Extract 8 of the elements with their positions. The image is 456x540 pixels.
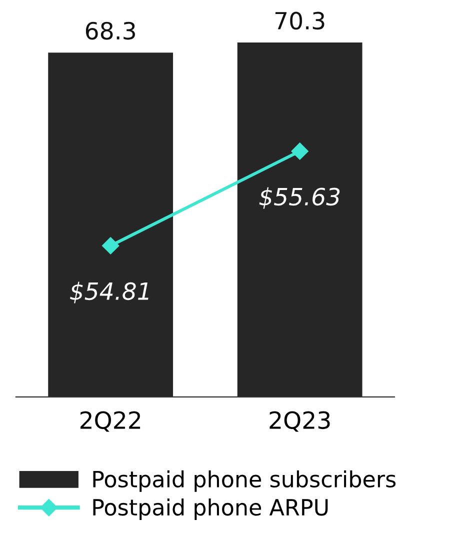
legend-label: Postpaid phone ARPU xyxy=(93,498,328,520)
data-label: $54.81 xyxy=(70,282,148,304)
data-label: 68.3 xyxy=(86,22,135,40)
legend-label: Postpaid phone subscribers xyxy=(93,470,396,492)
data-label: 70.3 xyxy=(275,12,324,30)
data-label: $55.63 xyxy=(259,187,340,209)
x-tick-label: 2Q23 xyxy=(270,411,330,432)
x-tick-label: 2Q22 xyxy=(80,411,140,432)
